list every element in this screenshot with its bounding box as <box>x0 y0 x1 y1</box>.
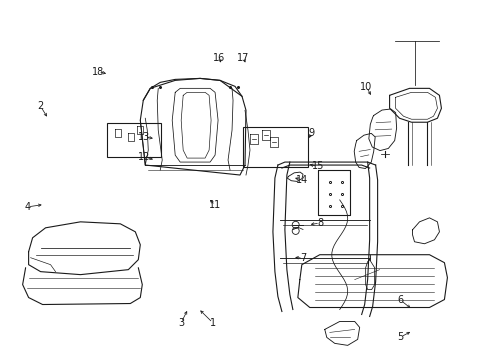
Text: 15: 15 <box>311 161 323 171</box>
Text: 11: 11 <box>209 200 221 210</box>
Text: 2: 2 <box>38 102 44 112</box>
Text: 12: 12 <box>138 152 150 162</box>
Text: 5: 5 <box>397 332 403 342</box>
Text: 3: 3 <box>178 318 184 328</box>
Text: 13: 13 <box>138 132 150 142</box>
Text: 1: 1 <box>209 318 215 328</box>
Text: 7: 7 <box>299 253 305 263</box>
Bar <box>243 127 307 167</box>
Text: 10: 10 <box>360 82 372 92</box>
Bar <box>107 123 160 157</box>
Text: 16: 16 <box>213 53 225 63</box>
Text: 6: 6 <box>397 295 403 305</box>
Text: 17: 17 <box>237 53 249 63</box>
Text: 14: 14 <box>295 175 307 185</box>
Text: 4: 4 <box>24 202 31 212</box>
Text: 8: 8 <box>316 218 323 228</box>
Text: 18: 18 <box>92 67 104 77</box>
Text: 9: 9 <box>308 128 314 138</box>
